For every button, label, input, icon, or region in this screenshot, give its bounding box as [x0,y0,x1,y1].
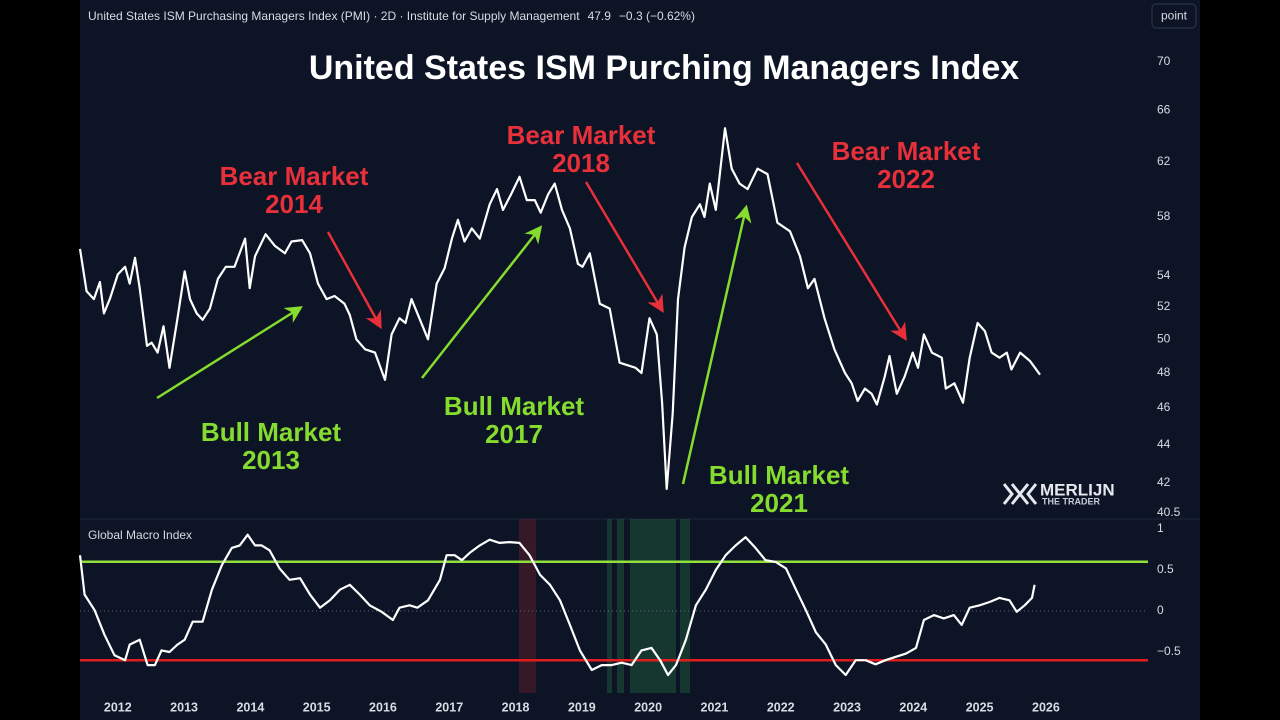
annotation: 2021 [750,488,808,518]
header: United States ISM Purchasing Managers In… [88,9,695,23]
x-tick-label: 2025 [966,700,994,714]
annotation: Bull Market [709,460,849,490]
annotation: Bull Market [201,417,341,447]
annotation: Bear Market [832,136,981,166]
annotation: Bull Market [444,391,584,421]
x-tick-label: 2026 [1032,700,1060,714]
annotation: 2018 [552,148,610,178]
annotation: Bear Market [507,120,656,150]
x-tick-label: 2015 [303,700,331,714]
header-change: −0.3 (−0.62%) [619,9,695,23]
x-tick-label: 2019 [568,700,596,714]
x-tick-label: 2023 [833,700,861,714]
y-tick-label: 0 [1157,603,1164,617]
highlight-band [607,519,612,693]
point-button-label[interactable]: point [1161,9,1188,23]
arrow [326,231,382,330]
data-line [78,127,1041,490]
y-tick-label: 40.5 [1157,505,1181,519]
data-line [78,533,1036,677]
x-tick-label: 2021 [701,700,729,714]
y-tick-label: 54 [1157,268,1171,282]
annotation: 2013 [242,445,300,475]
y-tick-label: 46 [1157,400,1171,414]
arrow [584,181,664,314]
logo-tagline: THE TRADER [1042,496,1100,506]
y-tick-label: 66 [1157,103,1171,117]
y-tick-label: 48 [1157,365,1171,379]
y-tick-label: 62 [1157,154,1171,168]
y-tick-label: 42 [1157,475,1171,489]
y-tick-label: 52 [1157,299,1171,313]
y-tick-label: 50 [1157,331,1171,345]
annotation: 2022 [877,164,935,194]
x-tick-label: 2012 [104,700,132,714]
x-tick-label: 2017 [435,700,463,714]
highlight-band [680,519,690,693]
highlight-band [617,519,624,693]
logo: MERLIJN THE TRADER [1002,480,1115,506]
y-tick-label: 0.5 [1157,562,1174,576]
x-tick-label: 2020 [634,700,662,714]
arrow [681,204,752,485]
chart-title: United States ISM Purching Managers Inde… [309,49,1019,87]
pane-title: Global Macro Index [88,528,192,542]
header-title: United States ISM Purchasing Managers In… [88,9,580,23]
arrow [156,306,303,400]
annotation: 2014 [265,189,323,219]
header-last: 47.9 [588,9,612,23]
x-tick-label: 2013 [170,700,198,714]
logo-icon [1002,483,1038,505]
annotation: Bear Market [220,161,369,191]
x-tick-label: 2018 [502,700,530,714]
arrow [795,162,907,341]
x-tick-label: 2022 [767,700,795,714]
y-tick-label: 70 [1157,54,1171,68]
logo-name: MERLIJN [1040,480,1115,499]
y-tick-label: 58 [1157,209,1171,223]
highlight-band [630,519,676,693]
annotation: 2017 [485,419,543,449]
y-tick-label: 44 [1157,437,1171,451]
arrows [156,162,907,485]
x-tick-label: 2016 [369,700,397,714]
x-tick-label: 2024 [899,700,927,714]
x-tick-label: 2014 [236,700,264,714]
y-tick-label: −0.5 [1157,644,1181,658]
arrow [421,225,543,379]
point-button[interactable] [1151,3,1197,29]
y-tick-label: 1 [1157,521,1164,535]
